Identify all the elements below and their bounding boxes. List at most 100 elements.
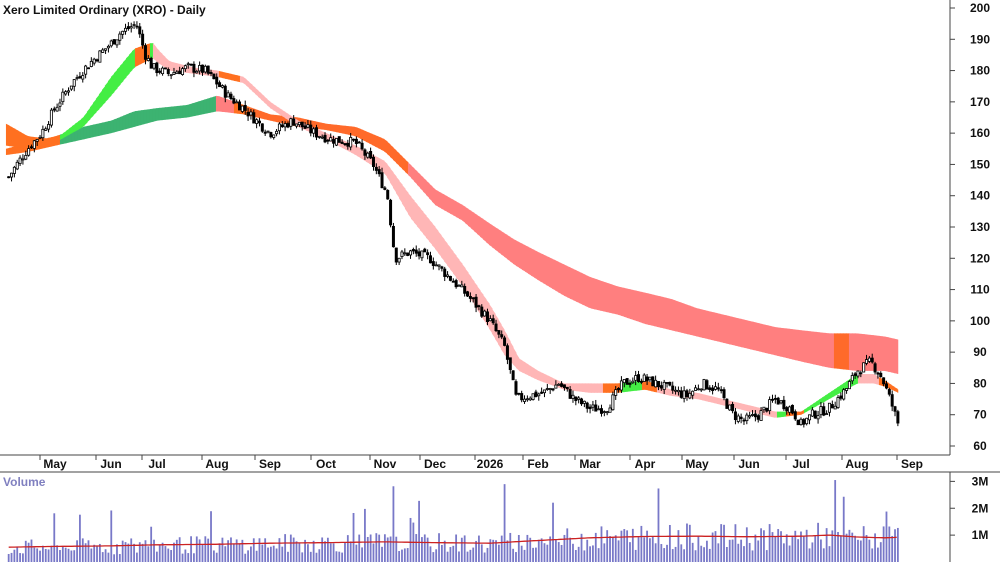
ribbon-segment bbox=[440, 192, 445, 211]
ribbon-segment bbox=[773, 411, 778, 418]
candle bbox=[793, 409, 797, 421]
ribbon-segment bbox=[152, 43, 157, 62]
volume-bar bbox=[247, 550, 249, 562]
ribbon-segment bbox=[785, 328, 790, 359]
candle bbox=[169, 74, 173, 80]
volume-bar bbox=[535, 547, 537, 562]
volume-bar bbox=[201, 544, 204, 562]
candle bbox=[81, 72, 85, 83]
y-tick-label: 150 bbox=[970, 157, 990, 171]
ribbon-segment bbox=[11, 146, 16, 155]
volume-bar bbox=[740, 539, 743, 562]
x-tick-label: Aug bbox=[845, 457, 868, 471]
volume-bar bbox=[335, 551, 338, 562]
ribbon-segment bbox=[95, 123, 100, 137]
volume-bar bbox=[871, 548, 874, 562]
candle bbox=[865, 354, 869, 366]
candle bbox=[332, 135, 336, 148]
volume-bar bbox=[252, 538, 255, 562]
candle bbox=[477, 304, 481, 311]
ribbon-segment bbox=[224, 72, 229, 80]
ribbon-segment bbox=[227, 73, 232, 81]
ribbon-segment bbox=[68, 126, 73, 135]
y-tick-label: 160 bbox=[970, 126, 990, 140]
volume-bar bbox=[720, 524, 723, 562]
volume-bar bbox=[549, 536, 552, 562]
ribbon-segment bbox=[641, 292, 646, 324]
candle bbox=[72, 79, 76, 92]
candle bbox=[369, 147, 373, 159]
candle bbox=[178, 66, 182, 75]
candle bbox=[218, 80, 222, 88]
candle bbox=[309, 120, 313, 137]
ribbon-segment bbox=[338, 125, 343, 134]
ribbon-segment bbox=[671, 299, 676, 332]
volume-bar bbox=[666, 544, 668, 562]
volume-bar bbox=[834, 480, 837, 562]
volume-bar bbox=[372, 543, 375, 562]
ribbon-segment bbox=[833, 387, 838, 397]
volume-bar bbox=[13, 549, 16, 562]
candle bbox=[280, 120, 284, 128]
x-tick-label: May bbox=[685, 457, 709, 471]
candle bbox=[523, 395, 527, 404]
ribbon-segment bbox=[620, 287, 625, 317]
candle bbox=[44, 126, 48, 131]
candle bbox=[257, 117, 261, 127]
candle bbox=[47, 121, 51, 133]
ribbon-segment bbox=[407, 192, 412, 219]
ribbon-segment bbox=[398, 180, 403, 204]
ribbon-segment bbox=[236, 75, 241, 83]
volume-bar bbox=[603, 543, 606, 562]
volume-bar bbox=[857, 539, 859, 562]
ribbon-segment bbox=[755, 322, 760, 352]
ribbon-segment bbox=[257, 110, 262, 119]
candle bbox=[745, 412, 749, 425]
candle bbox=[386, 189, 390, 200]
ribbon-segment bbox=[170, 106, 175, 120]
volume-bar bbox=[475, 540, 477, 562]
volume-bar bbox=[703, 547, 705, 562]
volume-bar bbox=[241, 539, 244, 562]
candle bbox=[676, 386, 680, 396]
ribbon-segment bbox=[485, 221, 490, 245]
candle bbox=[409, 249, 413, 259]
volume-bar bbox=[158, 545, 161, 562]
candle bbox=[505, 343, 509, 365]
volume-bar bbox=[592, 545, 594, 562]
ribbon-segment bbox=[374, 135, 379, 149]
candle bbox=[520, 390, 524, 403]
volume-bar bbox=[594, 532, 597, 562]
ribbon-segment bbox=[266, 98, 271, 109]
ribbon-segment bbox=[455, 201, 460, 219]
ribbon-segment bbox=[596, 383, 601, 393]
volume-bar bbox=[84, 543, 87, 562]
ribbon-segment bbox=[704, 394, 709, 402]
volume-bar bbox=[232, 544, 235, 562]
candle bbox=[89, 57, 93, 68]
ribbon-segment bbox=[350, 126, 355, 136]
ribbon-segment bbox=[521, 360, 526, 374]
ribbon-segment bbox=[107, 120, 112, 134]
x-tick-label: Apr bbox=[635, 457, 656, 471]
candle bbox=[468, 292, 472, 303]
candle bbox=[608, 404, 612, 413]
volume-bar bbox=[817, 522, 819, 562]
volume-bar bbox=[281, 546, 284, 562]
volume-bar bbox=[686, 523, 688, 562]
volume-bar bbox=[509, 532, 512, 562]
ribbon-segment bbox=[635, 380, 640, 391]
candle bbox=[471, 297, 475, 303]
volume-bar bbox=[181, 553, 184, 562]
ribbon-segment bbox=[215, 95, 220, 112]
ribbon-segment bbox=[482, 294, 487, 324]
volume-bar bbox=[506, 540, 509, 562]
ribbon-segment bbox=[146, 109, 151, 124]
ribbon-segment bbox=[578, 383, 583, 392]
ribbon-segment bbox=[599, 280, 604, 312]
ribbon-segment bbox=[770, 410, 775, 418]
volume-bar bbox=[73, 550, 76, 562]
volume-bar bbox=[785, 534, 788, 562]
candle bbox=[884, 380, 888, 390]
volume-bar bbox=[238, 543, 241, 562]
